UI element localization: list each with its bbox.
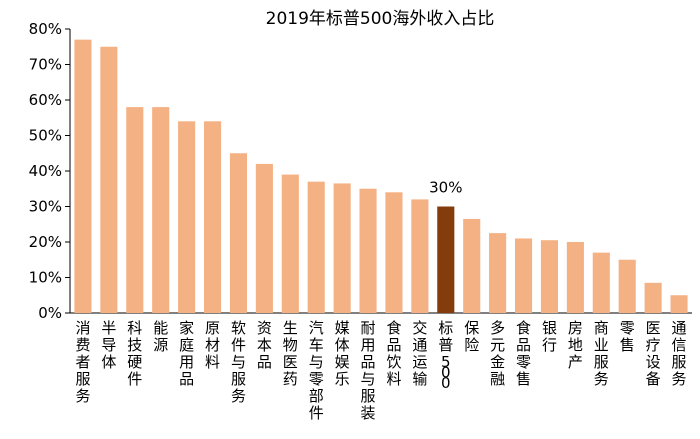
y-tick-label: 30%: [29, 198, 62, 216]
bar: [359, 188, 377, 313]
x-tick-label: 商业服务: [594, 319, 609, 388]
x-tick-label: 汽车与零部件: [309, 319, 324, 422]
x-tick-label: 食品零售: [516, 319, 531, 388]
bar: [203, 121, 222, 313]
y-tick-label: 10%: [29, 269, 62, 287]
bar: [307, 181, 325, 313]
bar: [644, 282, 662, 313]
bar: [229, 153, 248, 313]
bars: [74, 39, 688, 314]
bar: [255, 163, 273, 313]
x-tick-label: 多元金融: [490, 319, 505, 388]
x-tick-label: 能源: [153, 319, 168, 354]
bar: [489, 233, 507, 313]
x-tick-label: 银行: [542, 319, 557, 354]
x-tick-label: 家庭用品: [179, 319, 194, 388]
y-tick-label: 60%: [29, 91, 62, 109]
highlight-data-label: 30%: [429, 179, 462, 197]
x-tick-label: 原材料: [205, 319, 220, 371]
x-tick-label: 零售: [620, 319, 635, 354]
x-tick-label: 媒体娱乐: [335, 319, 350, 388]
bar: [385, 192, 403, 313]
y-tick-label: 0%: [38, 304, 62, 322]
x-tick-label: 软件与服务: [231, 319, 246, 405]
y-tick-label: 80%: [29, 20, 62, 38]
x-tick-label: 保险: [464, 319, 479, 354]
y-tick-label: 40%: [29, 162, 62, 180]
bar: [100, 46, 118, 313]
bar: [566, 242, 584, 313]
bar: [463, 218, 481, 313]
x-tick-label: 生物医药: [283, 319, 298, 388]
bar-highlight: [437, 206, 455, 313]
bar: [281, 174, 299, 313]
chart-title: 2019年标普500海外收入占比: [266, 9, 495, 29]
x-tick-label: 耐用品与服装: [361, 319, 376, 422]
y-axis: 0% 10% 20% 30% 40% 50% 60% 70% 80%: [29, 20, 692, 322]
x-tick-label: 交通运输: [412, 319, 427, 388]
bar: [152, 107, 170, 313]
x-tick-label: 房地产: [568, 319, 583, 371]
bar: [592, 252, 610, 313]
bar: [618, 259, 636, 313]
bar: [411, 199, 429, 313]
x-tick-label: 医疗设备: [646, 319, 661, 388]
y-tick-label: 50%: [29, 127, 62, 145]
bar: [126, 107, 144, 313]
x-tick-label: 半导体: [101, 319, 116, 371]
x-tick-label: 标普 5 0 0: [438, 319, 453, 392]
x-tick-label: 资本品: [257, 319, 272, 371]
annotations: 30%: [429, 179, 462, 197]
bar: [514, 238, 533, 313]
bar: [178, 121, 196, 313]
x-tick-label: 食品饮料: [386, 319, 401, 388]
x-tick-label: 消费者服务: [75, 319, 90, 405]
x-axis-labels: 消费者服务半导体科技硬件能源家庭用品原材料软件与服务资本品生物医药汽车与零部件媒…: [75, 319, 686, 422]
bar: [333, 183, 351, 313]
x-tick-label: 通信服务: [672, 319, 687, 388]
bar: [670, 295, 688, 313]
bar: [540, 240, 559, 313]
y-tick-label: 70%: [29, 56, 62, 74]
x-tick-label: 科技硬件: [127, 319, 142, 388]
y-tick-label: 20%: [29, 233, 62, 251]
bar: [74, 39, 92, 314]
